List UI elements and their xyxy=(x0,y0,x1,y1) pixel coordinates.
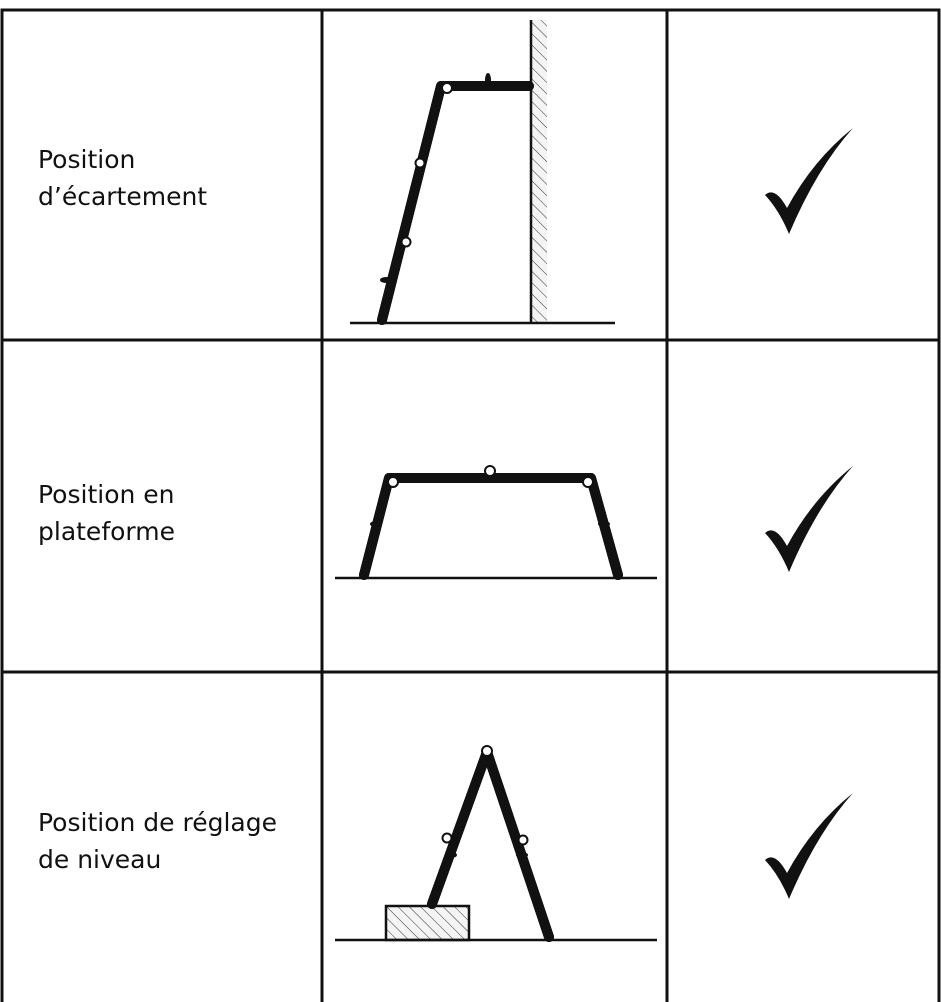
row-label: d’écartement xyxy=(38,182,207,211)
row-label: Position xyxy=(38,145,135,174)
checkmark xyxy=(765,793,853,899)
illustration-leveling xyxy=(335,745,657,942)
illustration-platform xyxy=(335,465,657,580)
illustration-spread xyxy=(350,20,615,325)
row-label: Position en xyxy=(38,480,175,509)
row-label: plateforme xyxy=(38,517,175,546)
row-label: Position de réglage xyxy=(38,808,277,837)
table-grid xyxy=(0,8,941,1002)
checkmark xyxy=(765,128,853,234)
row-label: de niveau xyxy=(38,845,161,874)
checkmark xyxy=(765,466,853,572)
